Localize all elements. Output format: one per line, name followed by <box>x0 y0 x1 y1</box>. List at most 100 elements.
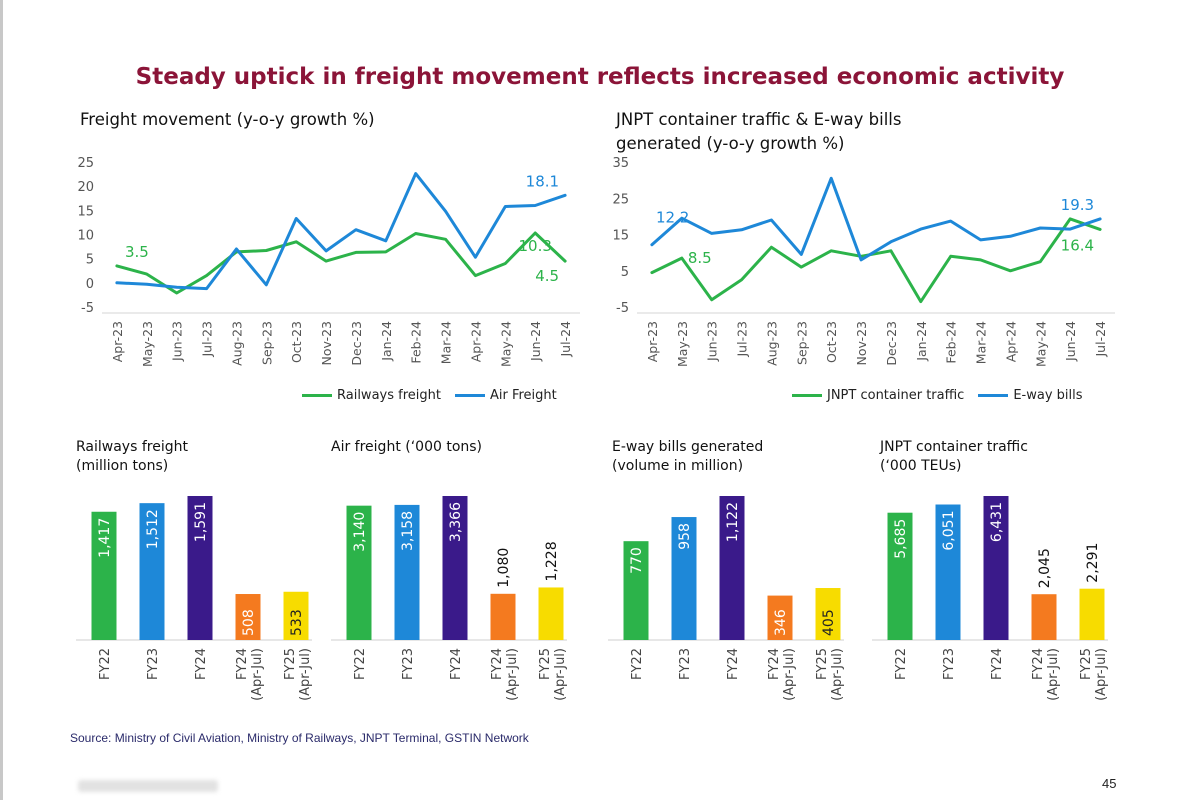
jnpt-eway-x-tick-13: May-24 <box>1033 321 1048 367</box>
eway-value-label-0: 770 <box>629 547 645 574</box>
source-note: Source: Ministry of Civil Aviation, Mini… <box>70 731 529 745</box>
railways-value-label-0: 1,417 <box>97 518 113 558</box>
freight-series-0-point-12 <box>474 274 477 277</box>
eway-value-label-2: 1,122 <box>725 502 741 542</box>
jnpt-eway-series-1-point-6 <box>830 177 833 180</box>
railways-category-label-3-line-0: FY24 <box>235 648 250 680</box>
freight-y-tick-6: 25 <box>77 156 94 171</box>
jnpt-bar-2 <box>983 496 1009 640</box>
eway-category-label-2: FY24 <box>726 648 741 680</box>
jnpt-eway-series-0-line <box>650 217 1102 304</box>
air-category-label-1: FY23 <box>401 648 416 680</box>
freight-legend-label-1: Air Freight <box>489 388 557 403</box>
jnpt-eway-x-tick-10: Feb-24 <box>944 321 959 364</box>
jnpt-eway-y-tick-3: 25 <box>612 192 629 207</box>
air-category-label-3-line-0: FY24 <box>490 648 505 680</box>
jnpt-eway-series-0-point-14 <box>1069 217 1072 220</box>
jnpt-eway-series-0-point-6 <box>830 249 833 252</box>
freight-data-label-2: 10.3 <box>518 237 551 255</box>
freight-series-1-point-9 <box>384 239 387 242</box>
jnpt-eway-y-tick-1: 5 <box>621 265 629 280</box>
freight-series-1-point-7 <box>325 249 328 252</box>
eway-category-label-3-line-0: FY24 <box>767 648 782 680</box>
jnpt-eway-y-tick-2: 15 <box>612 229 629 244</box>
freight-series-1-point-5 <box>265 283 268 286</box>
jnpt-eway-series-0-point-2 <box>710 298 713 301</box>
railways-bar-2 <box>187 496 213 640</box>
freight-series-0-point-0 <box>115 264 118 267</box>
eway-value-label-1: 958 <box>677 523 693 550</box>
jnpt-eway-data-label-2: 19.3 <box>1061 196 1094 214</box>
jnpt-category-label-4-line-0: FY25 <box>1079 648 1094 680</box>
freight-legend-swatch-1 <box>454 394 485 397</box>
railways-value-label-4: 533 <box>289 609 305 636</box>
railways-category-label-3-line-1: (Apr-Jul) <box>250 648 265 701</box>
freight-x-tick-10: Feb-24 <box>409 321 424 364</box>
jnpt-eway-series-1-point-4 <box>770 219 773 222</box>
jnpt-eway-legend-swatch-1 <box>978 394 1009 397</box>
jnpt-eway-x-tick-1: May-23 <box>675 321 690 367</box>
freight-data-label-1: 18.1 <box>526 172 559 190</box>
railways-category-label-4-line-1: (Apr-Jul) <box>298 648 313 701</box>
jnpt-eway-x-tick-11: Mar-24 <box>974 321 989 364</box>
jnpt-eway-series-1-line <box>650 176 1102 262</box>
railways-bar-title: Railways freight (million tons) <box>76 439 188 474</box>
railways-bar-3 <box>235 594 261 640</box>
jnpt-eway-series-1-point-3 <box>740 228 743 231</box>
railways-bar-0 <box>91 511 117 640</box>
freight-series-0-point-11 <box>444 238 447 241</box>
jnpt-eway-x-tick-14: Jun-24 <box>1063 321 1078 362</box>
freight-series-1-point-3 <box>205 287 208 290</box>
air-bar-title: Air freight (‘000 tons) <box>331 439 483 455</box>
eway-category-label-4-line-0: FY25 <box>815 648 830 680</box>
eway-bar-3 <box>767 595 793 640</box>
jnpt-eway-y-tick-4: 35 <box>612 156 629 171</box>
jnpt-bar-4 <box>1079 588 1105 640</box>
jnpt-eway-x-tick-3: Jul-23 <box>735 321 750 358</box>
eway-bar-4 <box>815 588 841 640</box>
freight-series-1-point-15 <box>564 194 567 197</box>
jnpt-value-label-0: 5,685 <box>893 519 909 559</box>
freight-series-1-point-1 <box>145 283 148 286</box>
jnpt-eway-series-0-point-9 <box>919 300 922 303</box>
freight-series-1-point-13 <box>504 205 507 208</box>
air-bar-1 <box>394 504 420 640</box>
jnpt-eway-legend-item-0: JNPT container traffic <box>792 388 964 403</box>
jnpt-eway-x-tick-2: Jun-23 <box>705 321 720 362</box>
freight-x-tick-3: Jul-23 <box>200 321 215 358</box>
jnpt-eway-x-tick-9: Jan-24 <box>914 321 929 362</box>
railways-category-label-4-line-0: FY25 <box>283 648 298 680</box>
jnpt-eway-series-0-point-11 <box>979 258 982 261</box>
jnpt-eway-series-0-point-5 <box>800 266 803 269</box>
railways-category-label-0: FY22 <box>98 648 113 680</box>
freight-series-1-point-0 <box>115 281 118 284</box>
jnpt-bar-3 <box>1031 594 1057 640</box>
freight-y-tick-3: 10 <box>77 229 94 244</box>
jnpt-eway-chart-title: JNPT container traffic & E-way bills gen… <box>616 110 902 153</box>
jnpt-eway-series-1-point-13 <box>1039 226 1042 229</box>
jnpt-eway-x-tick-4: Aug-23 <box>764 321 779 366</box>
jnpt-value-label-2: 6,431 <box>989 502 1005 542</box>
freight-series-0-point-2 <box>175 291 178 294</box>
jnpt-eway-x-tick-5: Sep-23 <box>794 321 809 365</box>
air-value-label-3: 1,080 <box>496 548 512 588</box>
air-bar-2 <box>442 496 468 640</box>
freight-series-0-point-7 <box>325 260 328 263</box>
freight-series-1-point-14 <box>534 204 537 207</box>
jnpt-eway-line-chart: -5 5 15 25 35 Apr-23 May-23 Jun-23 Jul-23 Aug-23 S… <box>612 156 1115 367</box>
jnpt-eway-series-0-point-12 <box>1009 269 1012 272</box>
eway-category-label-0: FY22 <box>630 648 645 680</box>
jnpt-eway-series-1-point-5 <box>800 253 803 256</box>
eway-bar-title: E-way bills generated (volume in million… <box>612 439 764 474</box>
railways-category-label-2: FY24 <box>194 648 209 680</box>
jnpt-eway-legend-label-0: JNPT container traffic <box>827 388 965 403</box>
eway-bar-0 <box>623 541 649 640</box>
freight-x-tick-5: Sep-23 <box>259 321 274 365</box>
jnpt-eway-x-tick-15: Jul-24 <box>1093 321 1108 358</box>
freight-x-tick-9: Jan-24 <box>379 321 394 362</box>
jnpt-bar-1 <box>935 504 961 640</box>
jnpt-category-label-4-line-1: (Apr-Jul) <box>1094 648 1109 701</box>
jnpt-eway-series-0-point-1 <box>680 257 683 260</box>
jnpt-eway-data-label-3: 16.4 <box>1061 236 1094 254</box>
